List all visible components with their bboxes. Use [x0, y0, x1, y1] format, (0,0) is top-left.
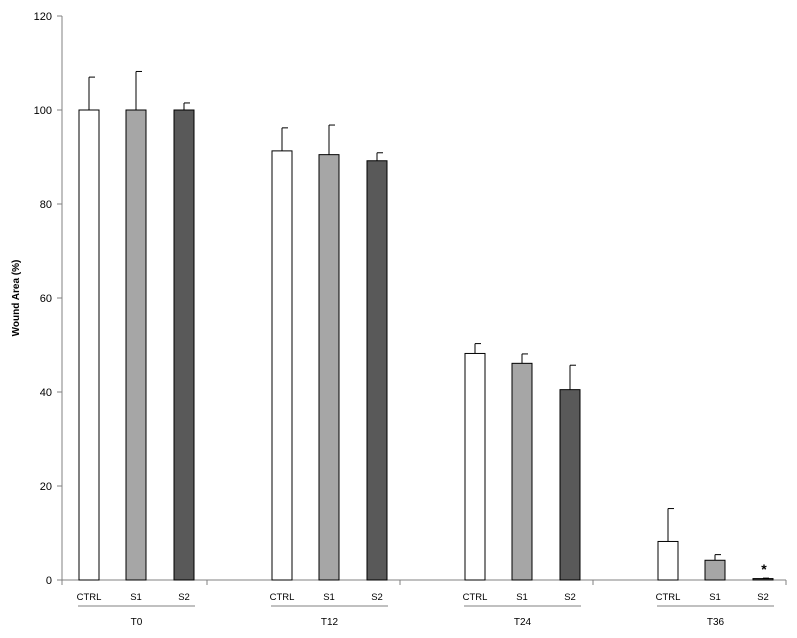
- y-tick-label: 100: [34, 105, 52, 117]
- bar-t12-s2: [366, 160, 388, 581]
- bar-t0-s2: [173, 109, 195, 581]
- bar-t36-s2: [752, 578, 774, 581]
- group-label: T0: [131, 617, 143, 628]
- category-label: CTRL: [77, 592, 102, 603]
- bar-t24-s1: [511, 362, 533, 581]
- category-label: S1: [130, 592, 142, 603]
- group-label: T36: [707, 617, 725, 628]
- category-label: S2: [564, 592, 576, 603]
- bar-t36-s1: [704, 559, 726, 581]
- group-label: T24: [514, 617, 532, 628]
- category-label: S1: [323, 592, 335, 603]
- category-label: S2: [178, 592, 190, 603]
- bar-t12-ctrl: [271, 150, 293, 581]
- y-tick-label: 0: [46, 575, 52, 587]
- bar-t24-s2: [559, 389, 581, 581]
- y-tick-label: 120: [34, 11, 52, 23]
- category-label: CTRL: [656, 592, 681, 603]
- bar-t36-ctrl: [657, 540, 679, 581]
- bar-t12-s1: [318, 154, 340, 581]
- y-tick-label: 80: [40, 199, 52, 211]
- y-tick-label: 20: [40, 481, 52, 493]
- labels: Wound Area (%) CTRL S1 S2 T0 CTRL S1 S2 T12 CTRL S…: [11, 260, 769, 628]
- category-label: CTRL: [270, 592, 295, 603]
- y-tick-label: 40: [40, 387, 52, 399]
- bar-t0-s1: [125, 109, 147, 581]
- significance-marker: *: [761, 561, 767, 577]
- y-axis-label: Wound Area (%): [11, 260, 22, 337]
- group-label: T12: [321, 617, 339, 628]
- category-label: S1: [516, 592, 528, 603]
- category-label: S2: [757, 592, 769, 603]
- category-label: CTRL: [463, 592, 488, 603]
- bar-t24-ctrl: [464, 352, 486, 581]
- bars: [78, 70, 774, 581]
- y-tick-label: 60: [40, 293, 52, 305]
- category-label: S1: [709, 592, 721, 603]
- category-label: S2: [371, 592, 383, 603]
- bar-t0-ctrl: [78, 109, 100, 581]
